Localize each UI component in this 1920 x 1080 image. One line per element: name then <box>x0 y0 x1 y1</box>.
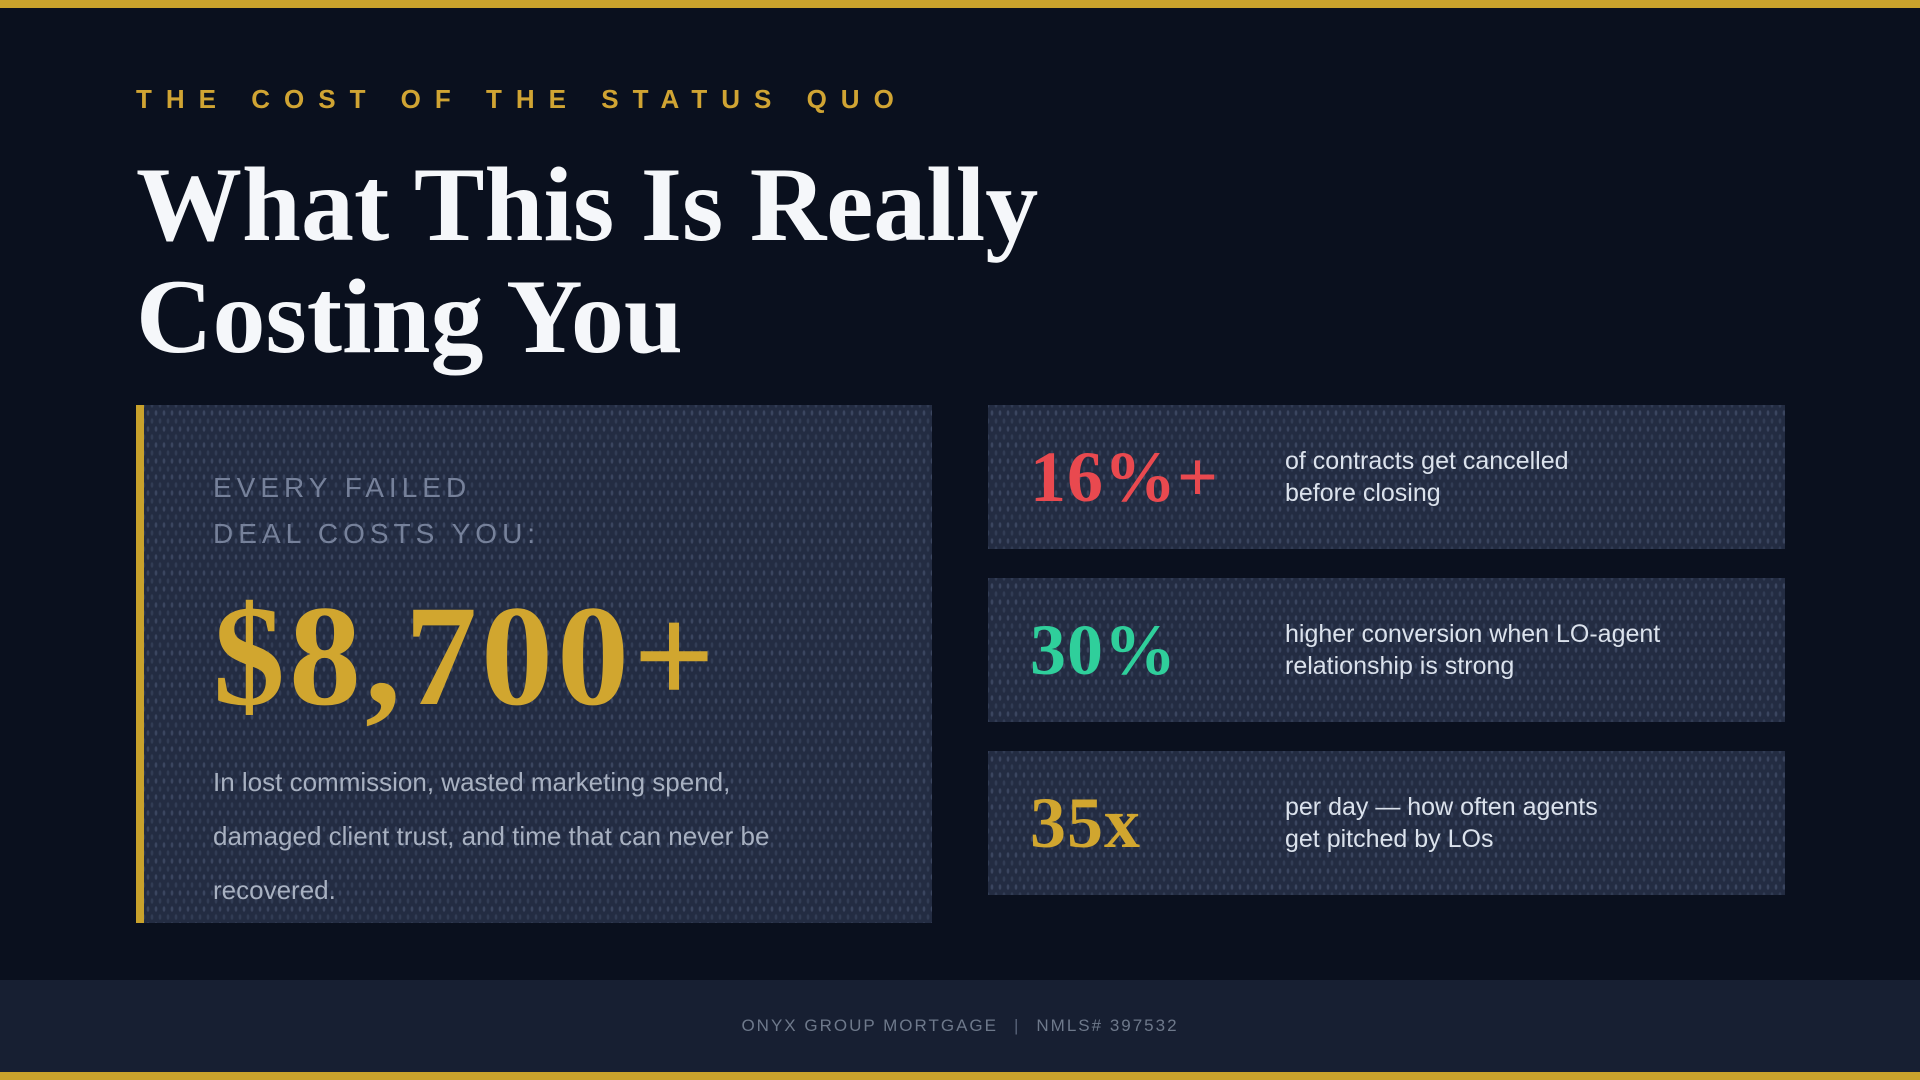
stat-text-cancelled-line-1: of contracts get cancelled <box>1285 447 1569 475</box>
stats-column: 16%+ of contracts get cancelled before c… <box>988 405 1785 923</box>
stat-text-conversion-line-1: higher conversion when LO-agent <box>1285 620 1661 648</box>
cost-description-line-1: In lost commission, wasted marketing spe… <box>213 767 731 797</box>
footer-separator: | <box>1013 1016 1021 1035</box>
stat-text-conversion: higher conversion when LO-agent relation… <box>1285 618 1660 682</box>
stat-text-pitched-line-2: get pitched by LOs <box>1285 825 1494 853</box>
stat-card-cancelled-contracts: 16%+ of contracts get cancelled before c… <box>988 405 1785 549</box>
failed-deal-cost-card: EVERY FAILED DEAL COSTS YOU: $8,700+ In … <box>136 405 932 923</box>
cost-card-label: EVERY FAILED DEAL COSTS YOU: <box>213 465 892 557</box>
stat-text-pitched-line-1: per day — how often agents <box>1285 793 1598 821</box>
cost-description: In lost commission, wasted marketing spe… <box>213 755 892 917</box>
cost-description-line-3: recovered. <box>213 875 336 905</box>
top-accent-bar <box>0 0 1920 8</box>
bottom-accent-bar <box>0 1072 1920 1080</box>
stat-text-cancelled-line-2: before closing <box>1285 479 1441 507</box>
stat-text-cancelled: of contracts get cancelled before closin… <box>1285 445 1569 509</box>
footer-text: ONYX GROUP MORTGAGE | NMLS# 397532 <box>741 1016 1178 1036</box>
stat-value-conversion: 30% <box>1030 610 1177 690</box>
cost-description-line-2: damaged client trust, and time that can … <box>213 821 770 851</box>
cost-card-label-line-1: EVERY FAILED <box>213 472 472 503</box>
footer-nmls: NMLS# 397532 <box>1036 1016 1179 1035</box>
stat-value-pitched: 35x <box>1030 783 1141 863</box>
stat-value-cancelled: 16%+ <box>1030 437 1220 517</box>
cost-amount: $8,700+ <box>213 577 720 736</box>
header: THE COST OF THE STATUS QUO What This Is … <box>136 84 1038 373</box>
stat-text-conversion-line-2: relationship is strong <box>1285 652 1515 680</box>
stat-text-pitched: per day — how often agents get pitched b… <box>1285 791 1598 855</box>
footer-band: ONYX GROUP MORTGAGE | NMLS# 397532 <box>0 980 1920 1072</box>
page-title: What This Is Really Costing You <box>136 149 1038 373</box>
footer-company: ONYX GROUP MORTGAGE <box>741 1016 998 1035</box>
stat-card-pitched-per-day: 35x per day — how often agents get pitch… <box>988 751 1785 895</box>
stat-card-conversion: 30% higher conversion when LO-agent rela… <box>988 578 1785 722</box>
page-title-line-1: What This Is Really <box>136 146 1039 263</box>
cost-card-label-line-2: DEAL COSTS YOU: <box>213 518 541 549</box>
eyebrow-label: THE COST OF THE STATUS QUO <box>136 84 908 114</box>
content-row: EVERY FAILED DEAL COSTS YOU: $8,700+ In … <box>136 405 1785 923</box>
page-title-line-2: Costing You <box>136 258 683 375</box>
